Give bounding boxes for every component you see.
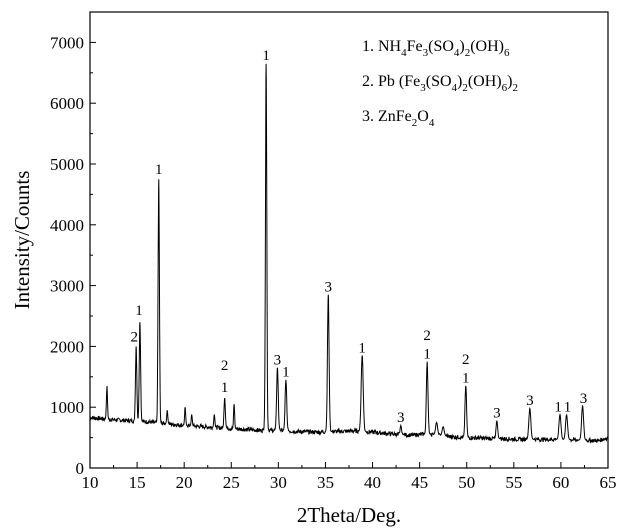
legend: 1. NH4Fe3(SO4)2(OH)62. Pb (Fe3(SO4)2(OH)… <box>362 38 518 129</box>
legend-part: ) <box>507 73 512 90</box>
peak-label: 1 <box>358 340 366 356</box>
legend-subscript: 2 <box>412 117 418 129</box>
legend-subscript: 4 <box>452 82 458 94</box>
y-tick-label: 7000 <box>50 33 84 52</box>
x-tick-label: 60 <box>552 473 569 492</box>
peak-label: 1 <box>282 365 290 381</box>
y-tick-label: 4000 <box>50 216 84 235</box>
legend-subscript: 6 <box>502 82 508 94</box>
y-tick-label: 3000 <box>50 277 84 296</box>
peak-label: 3 <box>325 280 333 296</box>
peak-label: 3 <box>580 391 588 407</box>
peak-label: 1 <box>554 399 562 415</box>
legend-prefix: 3. <box>362 108 378 125</box>
legend-subscript: 2 <box>462 82 468 94</box>
peak-label: 1 <box>221 380 229 396</box>
xrd-pattern-line <box>89 63 609 444</box>
peak-label: 1 <box>462 371 470 387</box>
legend-entry: 2. Pb (Fe3(SO4)2(OH)6)2 <box>362 73 518 94</box>
y-axis-title: Intensity/Counts <box>10 171 34 310</box>
legend-part: ZnFe <box>378 108 412 125</box>
peak-label: 1 <box>564 399 572 415</box>
y-tick-label: 1000 <box>50 398 84 417</box>
legend-entry: 3. ZnFe2O4 <box>362 108 435 129</box>
y-tick-label: 0 <box>76 459 85 478</box>
x-tick-label: 50 <box>458 473 475 492</box>
peak-label: 3 <box>526 393 534 409</box>
x-tick-label: 35 <box>317 473 334 492</box>
x-tick-label: 30 <box>270 473 287 492</box>
legend-part: Fe <box>407 38 423 55</box>
legend-subscript: 3 <box>423 47 429 59</box>
x-tick-label: 10 <box>82 473 99 492</box>
peak-label: 2 <box>423 328 431 344</box>
legend-part: Pb (Fe <box>378 73 420 90</box>
legend-part: (OH) <box>470 38 504 55</box>
peak-label: 2 <box>131 329 139 345</box>
x-axis-title: 2Theta/Deg. <box>297 503 401 527</box>
legend-subscript: 3 <box>420 82 426 94</box>
peak-label: 1 <box>423 346 431 362</box>
peak-label: 1 <box>262 48 270 64</box>
x-tick-label: 65 <box>600 473 617 492</box>
legend-subscript: 4 <box>454 47 460 59</box>
x-tick-label: 40 <box>364 473 381 492</box>
peak-label: 1 <box>135 303 143 319</box>
peak-label: 1 <box>155 162 163 178</box>
x-tick-label: 25 <box>223 473 240 492</box>
x-tick-label: 55 <box>505 473 522 492</box>
y-tick-label: 2000 <box>50 337 84 356</box>
legend-part: (OH) <box>468 73 502 90</box>
y-axis-ticks: 0 1000 2000 3000 4000 5000 6000 7000 <box>50 33 96 478</box>
y-tick-label: 6000 <box>50 94 84 113</box>
legend-part: (SO <box>426 73 452 90</box>
legend-part: ) <box>459 38 464 55</box>
legend-subscript: 2 <box>465 47 471 59</box>
legend-part: ) <box>457 73 462 90</box>
legend-subscript: 6 <box>504 47 510 59</box>
peak-label: 2 <box>462 352 470 368</box>
legend-prefix: 2. <box>362 73 378 90</box>
legend-part: NH <box>378 38 402 55</box>
legend-prefix: 1. <box>362 38 378 55</box>
x-tick-label: 45 <box>411 473 428 492</box>
x-tick-label: 15 <box>129 473 146 492</box>
peak-label: 3 <box>274 352 282 368</box>
legend-subscript: 2 <box>512 82 518 94</box>
peak-label: 2 <box>221 358 229 374</box>
y-tick-label: 5000 <box>50 155 84 174</box>
legend-part: (SO <box>428 38 454 55</box>
legend-subscript: 4 <box>429 117 435 129</box>
legend-subscript: 4 <box>401 47 407 59</box>
legend-part: O <box>417 108 429 125</box>
x-tick-label: 20 <box>176 473 193 492</box>
peak-label: 3 <box>493 405 501 421</box>
x-axis-ticks: 10 15 20 25 30 35 40 45 50 55 60 65 <box>82 462 617 492</box>
peak-label: 3 <box>397 410 405 426</box>
legend-entry: 1. NH4Fe3(SO4)2(OH)6 <box>362 38 510 59</box>
